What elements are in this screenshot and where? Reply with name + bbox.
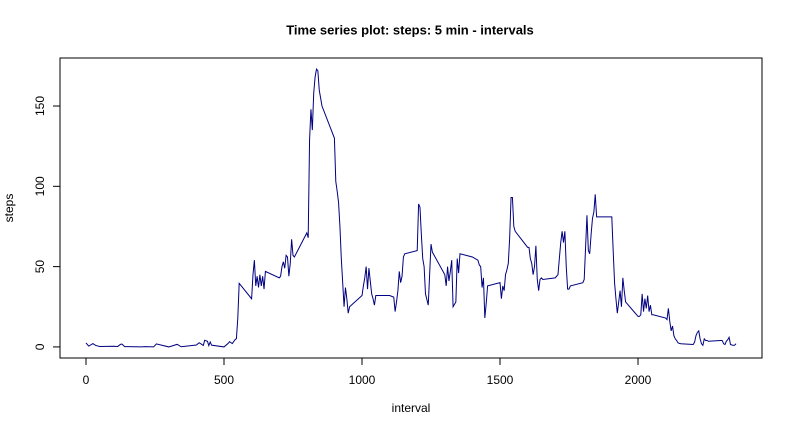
y-tick-label: 50 (33, 260, 47, 274)
x-axis-label: interval (392, 401, 431, 415)
plot-frame (59, 57, 763, 359)
y-tick-label: 100 (33, 176, 47, 196)
x-tick-label: 1000 (349, 373, 376, 387)
y-tick-label: 150 (33, 96, 47, 116)
data-line (85, 67, 737, 348)
y-axis-label: steps (2, 194, 16, 223)
x-tick-label: 500 (214, 373, 234, 387)
x-tick-label: 0 (83, 373, 90, 387)
chart-title: Time series plot: steps: 5 min - interva… (286, 22, 534, 37)
x-tick-label: 1500 (487, 373, 514, 387)
y-tick-label: 0 (33, 343, 47, 350)
x-tick-label: 2000 (625, 373, 652, 387)
